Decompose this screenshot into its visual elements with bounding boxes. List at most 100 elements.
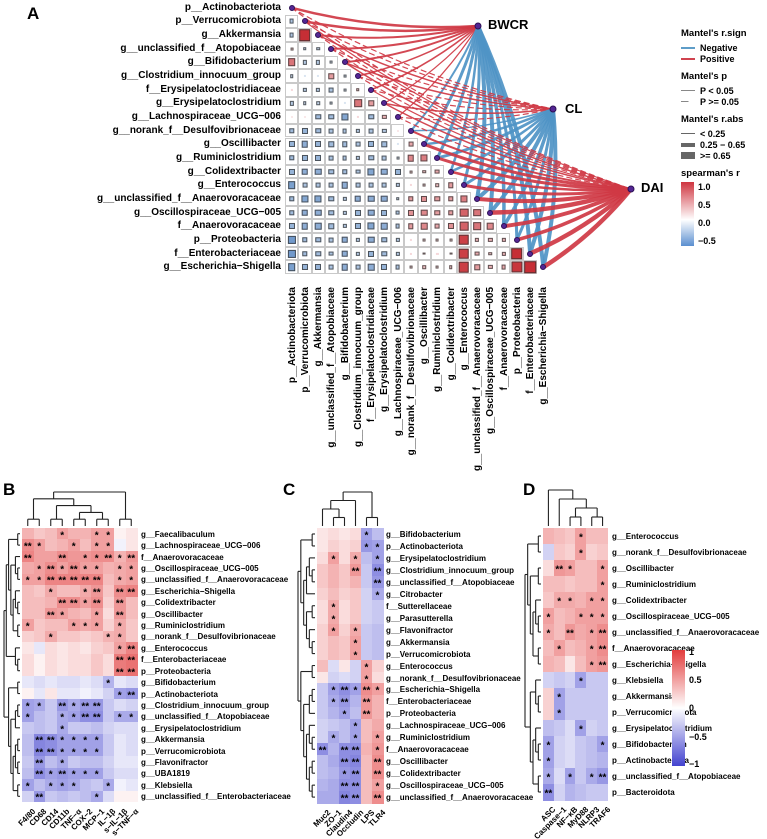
significance-stars: *: [83, 770, 88, 782]
heatmap-cell: [33, 767, 46, 780]
correlation-cell: [364, 233, 378, 247]
correlation-cell: [298, 219, 312, 234]
matrix-row-label: g__Escherichia−Shigella: [163, 261, 281, 273]
heatmap-cell: [79, 630, 92, 643]
heatmap-cell: [361, 683, 373, 696]
heatmap-cell: [56, 722, 69, 734]
correlation-square: [355, 128, 360, 133]
heatmap-cell: [68, 619, 80, 632]
heatmap-cell: [56, 699, 69, 712]
correlation-square: [328, 223, 335, 229]
matrix-col-label: g__Oscillibacter: [419, 287, 431, 365]
correlation-cell: [444, 246, 458, 261]
heatmap-cell: [564, 640, 576, 657]
mantel-edge: [383, 102, 554, 114]
heatmap-cell: [564, 784, 576, 801]
heatmap-cell: [597, 752, 609, 769]
medium-bar-icon: [681, 142, 695, 147]
significance-stars: *: [60, 747, 65, 759]
heatmap-cell: [102, 562, 115, 575]
matrix-col-label: p__Verrucomicrobiota: [299, 287, 311, 393]
hub-label-cl: CL: [565, 101, 583, 116]
significance-stars: *: [600, 580, 605, 592]
heatmap-cell: [33, 653, 46, 666]
significance-stars: *: [129, 713, 134, 725]
correlation-cell: [324, 164, 338, 179]
mantel-edge: [541, 107, 558, 270]
mantel-edge: [397, 108, 554, 121]
heatmap-cell: [372, 695, 384, 708]
correlation-cell: [404, 137, 418, 152]
correlation-square: [301, 209, 309, 216]
heatmap-row-label: g__Akkermansia: [386, 637, 450, 647]
significance-stars: *: [60, 781, 65, 793]
correlation-cell: [298, 41, 312, 56]
heatmap-cell: [361, 755, 373, 768]
heatmap-cell: [317, 611, 329, 625]
significance-stars: *: [106, 541, 111, 553]
heatmap-cell: [102, 779, 115, 792]
hub-label-bwcr: BWCR: [488, 17, 529, 32]
significance-stars: **: [351, 793, 360, 805]
heatmap-cell: [328, 743, 340, 756]
heatmap-cell: [361, 647, 373, 661]
legend-rabs-label: < 0.25: [700, 128, 726, 139]
correlation-cell: [285, 28, 299, 42]
correlation-square: [328, 168, 335, 175]
significance-stars: **: [318, 745, 327, 757]
legend-p-label: P < 0.05: [700, 85, 734, 96]
heatmap-cell: [543, 592, 555, 609]
correlation-square: [342, 224, 347, 229]
heatmap-cell: [597, 704, 609, 721]
legend-rabs-label: >= 0.65: [700, 150, 731, 161]
heatmap-cell: [586, 752, 598, 769]
correlation-cell: [430, 260, 444, 274]
heatmap-cell: [350, 635, 362, 649]
heatmap-row-label: f__Anaerovoracaceae: [612, 644, 695, 653]
correlation-cell: [457, 192, 471, 206]
matrix-row-label: g__unclassified_f__Anaerovoracaceae: [97, 192, 281, 204]
correlation-square: [315, 250, 321, 257]
heatmap-cell: [339, 671, 351, 684]
heatmap-cell: [564, 528, 576, 545]
bcd-tick: −1: [689, 759, 700, 769]
heatmap-cell: [79, 744, 92, 757]
heatmap-cell: [564, 560, 576, 577]
heatmap-cell: [543, 528, 555, 545]
correlation-cell: [391, 123, 405, 138]
significance-stars: *: [589, 596, 594, 608]
correlation-cell: [285, 246, 299, 261]
heatmap-cell: [45, 539, 57, 552]
correlation-square: [341, 250, 348, 257]
heatmap-cell: [91, 528, 103, 540]
correlation-cell: [351, 178, 365, 193]
heatmap-cell: [33, 722, 46, 734]
significance-stars: *: [375, 686, 380, 698]
significance-stars: *: [37, 541, 42, 553]
heatmap-cell: [553, 736, 566, 753]
heatmap-cell: [339, 539, 351, 553]
heatmap-cell: [79, 767, 92, 780]
heatmap-row-label: g__Bifidobacterium: [141, 678, 216, 688]
heatmap-cell: [543, 640, 555, 657]
mantel-edge: [476, 24, 495, 215]
legend-positive-item: Positive: [681, 53, 767, 64]
correlation-square: [328, 114, 335, 120]
heatmap-row-label: g__Clostridium_innocuum_group: [386, 565, 515, 575]
solid-line-icon: [681, 89, 695, 92]
heatmap-cell: [125, 607, 138, 620]
significance-stars: *: [83, 747, 88, 759]
heatmap-cell: [79, 528, 92, 540]
significance-stars: *: [94, 553, 99, 565]
significance-stars: *: [600, 612, 605, 624]
matrix-col-label: g__Enterococcus: [458, 287, 470, 371]
matrix-col-label: g__Akkermansia: [313, 287, 325, 367]
correlation-cell: [285, 219, 299, 234]
taxon-node-dot: [513, 236, 520, 243]
heatmap-cell: [114, 585, 126, 597]
heatmap-cell: [22, 744, 34, 757]
heatmap-cell: [372, 791, 384, 804]
heatmap-cell: [114, 539, 126, 552]
heatmap-cell: [586, 720, 598, 737]
correlation-cell: [470, 219, 484, 234]
